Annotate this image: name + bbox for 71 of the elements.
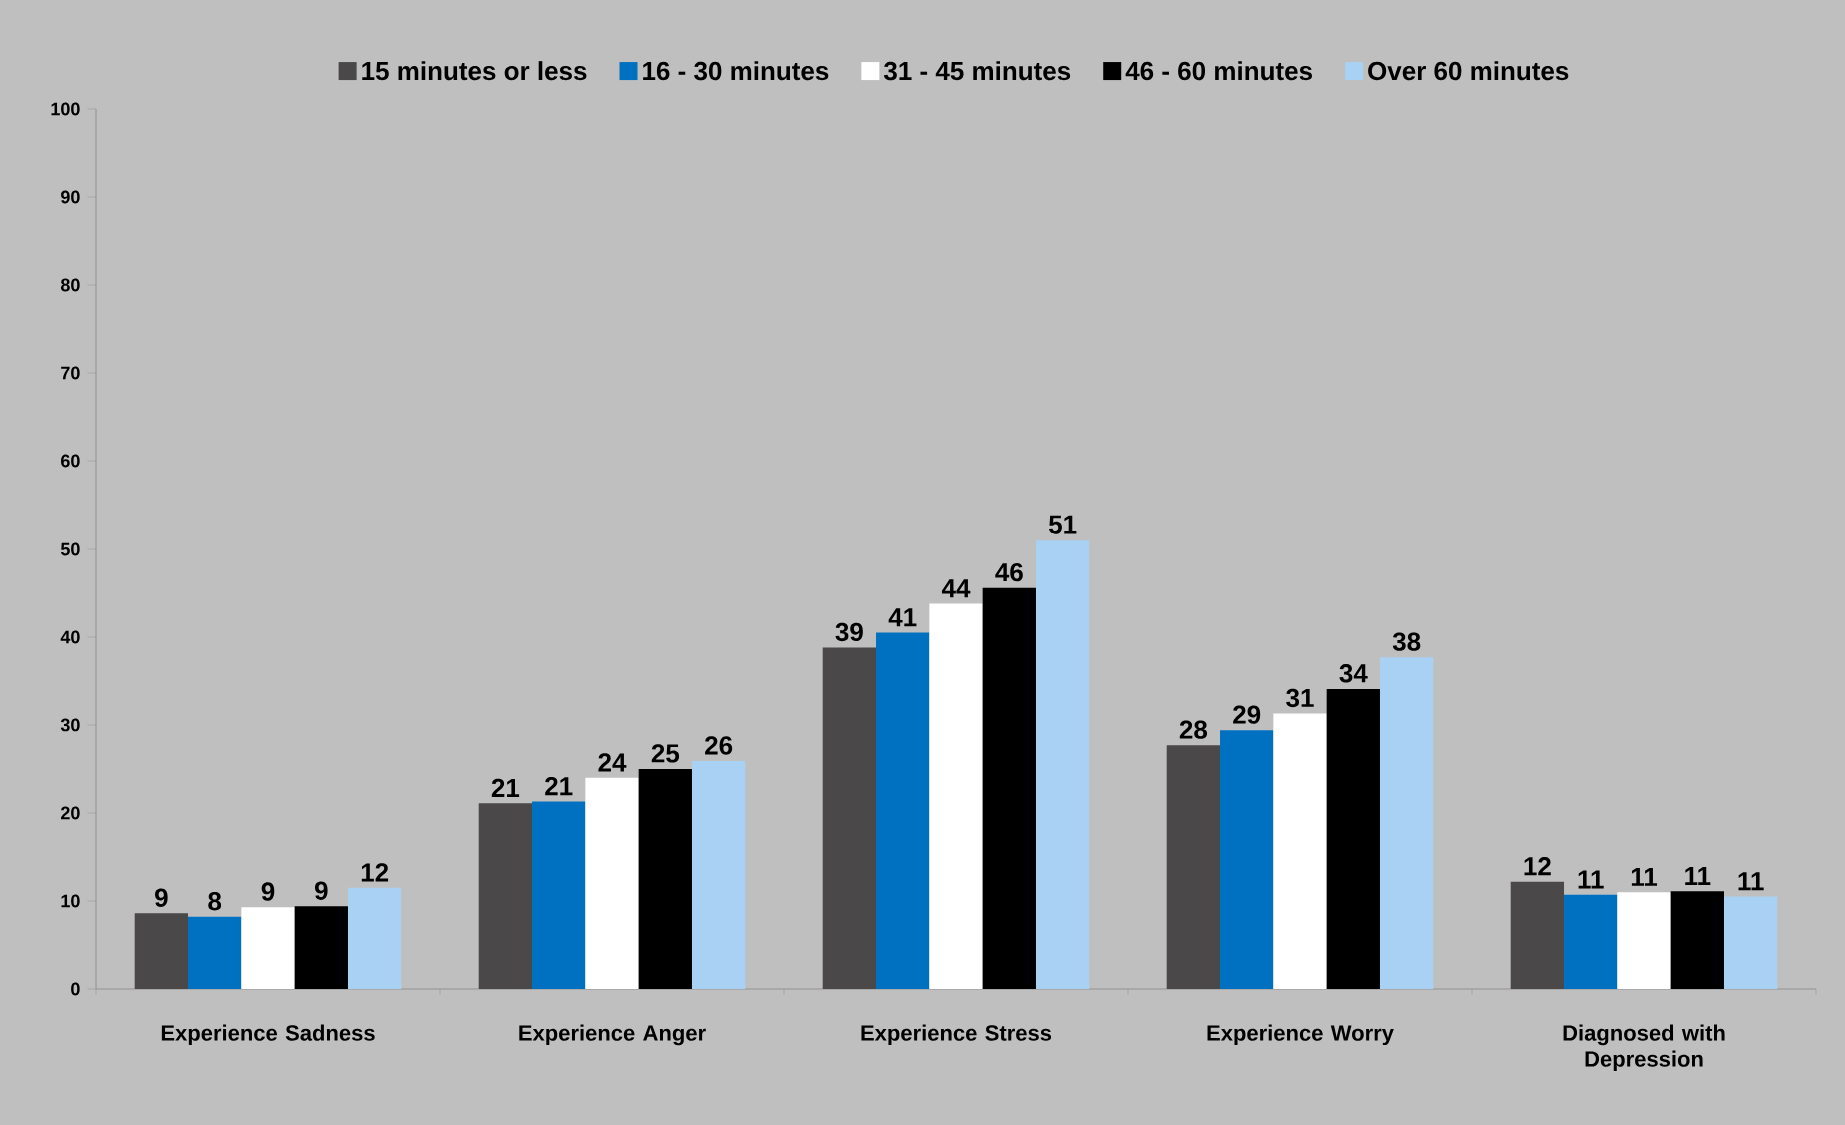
data-label: 28: [1179, 720, 1208, 739]
data-label: 21: [491, 778, 520, 797]
bar: [1564, 894, 1618, 989]
data-label: 26: [705, 736, 733, 755]
data-label: 39: [835, 622, 863, 642]
data-label: 9: [155, 888, 168, 907]
y-tick-label: 30: [60, 718, 80, 732]
bar: [585, 777, 639, 989]
data-label: 11: [1685, 867, 1711, 885]
bar: [1510, 881, 1565, 989]
bar: [1273, 713, 1327, 989]
y-tick-label: 10: [61, 894, 80, 908]
bar: [1220, 730, 1274, 989]
data-label: 21: [545, 777, 573, 796]
data-label: 9: [315, 881, 328, 900]
legend-label: 15 minutes or less: [362, 61, 587, 81]
data-label: 24: [598, 753, 627, 772]
bar: [347, 887, 402, 989]
legend-label: Over 60 minutes: [1368, 61, 1569, 81]
bar: [1670, 891, 1724, 989]
bar: [691, 761, 746, 989]
data-label: 31: [1286, 688, 1314, 708]
y-tick-label: 70: [61, 366, 80, 380]
bar: [294, 906, 348, 989]
bar: [532, 801, 586, 989]
bar: [638, 769, 692, 989]
data-label: 8: [208, 892, 222, 911]
bar: [1326, 688, 1380, 989]
y-tick-label: 60: [61, 454, 80, 468]
data-label: 29: [1233, 705, 1261, 724]
bar: [241, 907, 295, 989]
bar: [1617, 892, 1671, 989]
x-tick-label: Experience Anger: [519, 1024, 706, 1046]
data-label: 11: [1631, 867, 1658, 886]
data-label: 11: [1738, 872, 1764, 891]
bar: [982, 587, 1036, 989]
data-label: 38: [1392, 632, 1421, 651]
y-tick-label: 100: [51, 102, 80, 116]
data-label: 12: [361, 863, 389, 882]
bar: [1166, 745, 1221, 989]
y-tick-label: 50: [60, 542, 80, 556]
data-label: 34: [1339, 664, 1368, 683]
y-tick-label: 80: [60, 278, 80, 292]
x-tick-label: Diagnosed with Depression: [1563, 1024, 1725, 1072]
bar: [1723, 896, 1778, 989]
data-label: 11: [1578, 870, 1604, 889]
bar: [1035, 540, 1090, 989]
bar: [478, 803, 533, 989]
legend-label: 16 - 30 minutes: [643, 61, 829, 81]
x-tick-label: Experience Stress: [861, 1024, 1052, 1046]
data-label: 44: [941, 579, 971, 598]
x-tick-label: Experience Worry: [1207, 1024, 1394, 1046]
y-tick-label: 90: [61, 190, 80, 204]
data-label: 9: [261, 882, 275, 901]
bar: [134, 913, 189, 989]
legend-label: 31 - 45 minutes: [883, 61, 1071, 81]
y-tick-label: 20: [61, 806, 80, 820]
y-tick-label: 0: [71, 982, 80, 996]
data-label: 41: [888, 608, 917, 627]
x-tick-label: Experience Sadness: [161, 1024, 375, 1046]
data-label: 25: [651, 744, 680, 763]
bar: [1379, 657, 1434, 989]
legend-label: 46 - 60 minutes: [1125, 61, 1312, 81]
bar: [188, 916, 242, 989]
data-label: 46: [995, 562, 1023, 582]
data-label: 51: [1049, 515, 1077, 534]
bar: [876, 632, 930, 989]
bar: [929, 603, 983, 989]
data-label: 12: [1524, 857, 1551, 876]
y-tick-label: 40: [60, 630, 80, 644]
bar: [822, 647, 877, 989]
